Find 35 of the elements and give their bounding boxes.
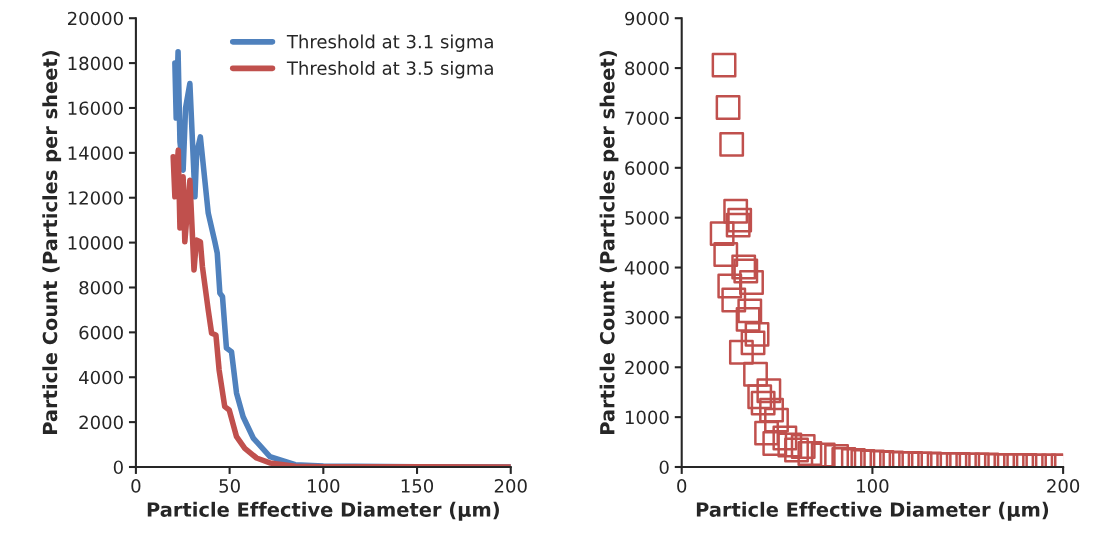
- x-tick-label: 0: [677, 479, 687, 493]
- y-tick-label: 10000: [68, 236, 123, 250]
- y-tick-label: 20000: [67, 11, 123, 26]
- y-tick-label: 5000: [625, 211, 669, 225]
- x-axis-title: Particle Effective Diameter (µm): [696, 501, 1049, 521]
- x-tick-label: 0: [131, 479, 141, 493]
- y-tick-label: 9000: [625, 11, 669, 26]
- y-tick-label: 8000: [625, 61, 669, 76]
- y-tick-label: 3000: [625, 310, 669, 325]
- y-tick-label: 6000: [79, 325, 123, 340]
- y-tick-label: 2000: [625, 360, 669, 375]
- x-axis-title: Particle Effective Diameter (µm): [147, 501, 499, 521]
- y-tick-label: 4000: [79, 370, 123, 385]
- y-tick-label: 8000: [79, 280, 123, 295]
- y-axis-title: Particle Count (Particles per sheet): [42, 51, 62, 435]
- y-tick-label: 1000: [625, 410, 669, 425]
- y-tick-label: 6000: [625, 161, 669, 175]
- y-tick-label: 0: [659, 460, 669, 475]
- x-tick-label: 200: [1047, 479, 1080, 493]
- x-tick-label: 100: [308, 479, 340, 493]
- legend-label: Threshold at 3.1 sigma: [286, 34, 493, 52]
- y-tick-label: 0: [113, 460, 123, 475]
- y-tick-label: 12000: [68, 191, 123, 205]
- legend-label: Threshold at 3.5 sigma: [286, 60, 493, 79]
- y-axis-title: Particle Count (Particles per sheet): [599, 51, 619, 435]
- y-tick-label: 14000: [68, 146, 123, 160]
- y-tick-label: 16000: [68, 101, 123, 116]
- x-tick-label: 200: [494, 479, 527, 493]
- y-tick-label: 4000: [624, 261, 669, 275]
- y-tick-label: 7000: [625, 111, 669, 126]
- x-tick-label: 150: [401, 479, 434, 493]
- y-tick-label: 2000: [79, 415, 123, 430]
- y-tick-label: 18000: [68, 56, 123, 71]
- x-tick-label: 50: [219, 479, 240, 493]
- x-tick-label: 100: [857, 479, 889, 493]
